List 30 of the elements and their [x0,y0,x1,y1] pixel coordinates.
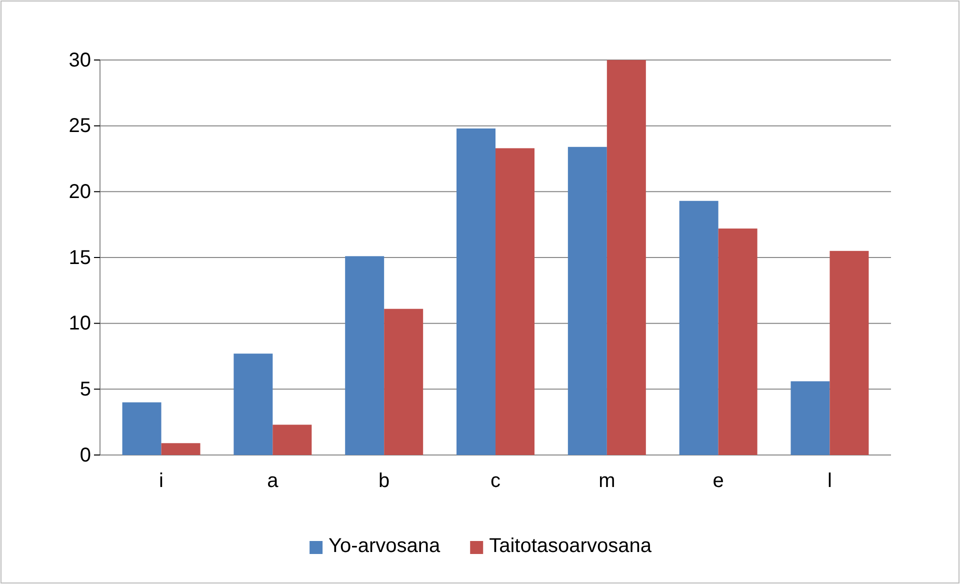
y-tick-label: 5 [80,378,91,401]
y-tick-label: 30 [68,49,91,72]
x-tick-label: c [490,470,500,492]
x-tick-label: b [378,470,390,492]
legend-label: Taitotasoarvosana [489,535,652,557]
bar [568,146,607,455]
x-tick-label: e [712,470,724,492]
y-tick-label: 20 [68,181,91,204]
x-tick-label: l [828,470,832,492]
bar [679,200,718,455]
bar [384,308,424,455]
y-tick-label: 25 [68,115,91,138]
bar [345,256,384,455]
bar [718,228,758,455]
x-tick-label: a [267,470,280,492]
bar [272,424,312,455]
bar [234,354,273,455]
bar [122,402,162,455]
x-tick-label: m [598,470,616,492]
y-tick-label: 15 [68,246,91,269]
bar [830,250,869,455]
bar [606,60,646,455]
bar [496,148,534,455]
bar [790,381,830,455]
bar [161,443,200,455]
x-tick-label: i [159,470,164,492]
bar [456,128,496,455]
legend-label: Yo-arvosana [328,535,441,557]
y-tick-label: 0 [80,444,91,466]
y-tick-label: 10 [68,312,91,335]
